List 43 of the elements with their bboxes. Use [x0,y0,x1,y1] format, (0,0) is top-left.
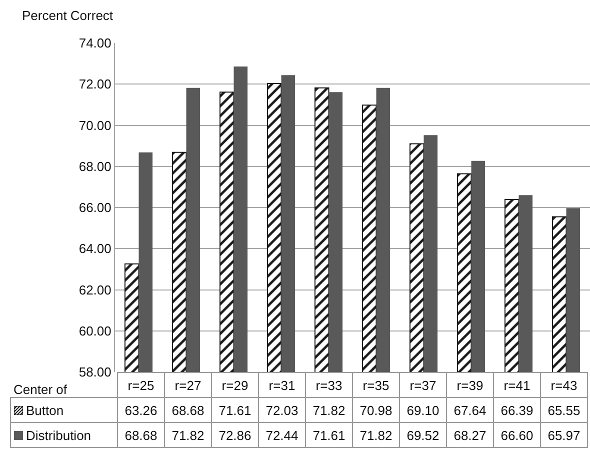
y-tick-label: 62.00 [78,282,112,298]
data-label: 71.82 [352,422,400,448]
data-label: 72.86 [212,422,258,448]
data-label: 63.26 [118,398,164,422]
data-label: 68.68 [118,422,164,448]
data-label: 66.39 [494,398,540,422]
data-label: 71.82 [306,398,352,422]
data-label: 71.82 [164,422,212,448]
x-tick-label: r=37 [400,372,446,398]
data-label: 66.60 [494,422,540,448]
y-tick-label: 70.00 [78,118,112,133]
y-axis-title: Percent Correct [22,8,114,23]
y-tick-label: 66.00 [78,200,112,216]
x-tick-label: r=39 [446,372,494,398]
data-label: 69.10 [400,398,446,422]
y-tick-label: 74.00 [78,36,112,51]
data-label: 72.44 [258,422,306,448]
data-label: 71.61 [212,398,258,422]
y-tick-label: 72.00 [78,76,112,92]
data-label: 69.52 [400,422,446,448]
data-label: 68.27 [446,422,494,448]
x-tick-label: r=43 [540,372,588,398]
x-tick-label: r=27 [164,372,212,398]
x-tick-label: r=25 [118,372,164,398]
data-label: 70.98 [352,398,400,422]
y-tick-label: 64.00 [78,241,112,256]
y-tick-label: 68.00 [78,158,112,174]
text: Button [26,402,64,418]
data-label: 72.03 [258,398,306,422]
x-tick-label: r=35 [352,372,400,398]
data-label: 65.97 [540,422,588,448]
legend-label: Distribution [26,428,92,442]
x-tick-label: r=41 [494,372,540,398]
data-label: 65.55 [540,398,588,422]
x-tick-label: r=29 [212,372,258,398]
data-label: 71.61 [306,422,352,448]
x-axis-title: Center of [14,382,67,397]
x-tick-label: r=31 [258,372,306,398]
y-tick-label: 58.00 [78,364,112,380]
y-tick-label: 60.00 [78,323,112,338]
data-label: 67.64 [446,398,494,422]
x-tick-label: r=33 [306,372,352,398]
data-label: 68.68 [164,398,212,422]
